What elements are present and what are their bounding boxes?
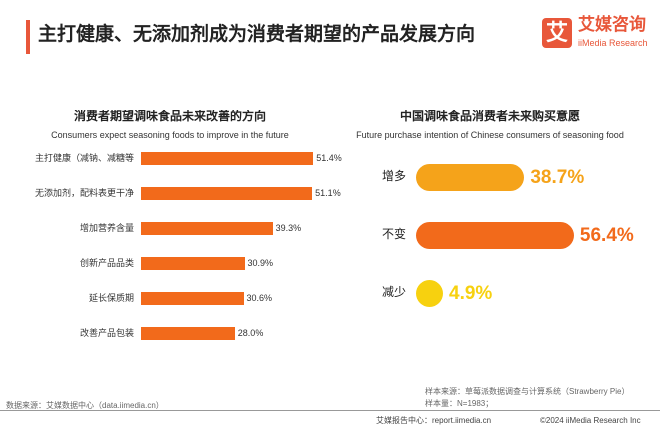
category-label: 无添加剂，配料表更干净 [34,188,134,198]
value-label: 51.1% [315,188,341,198]
value-label: 39.3% [275,223,302,233]
logo-mark: 艾 [542,18,572,48]
bar [141,222,273,235]
bar [416,280,443,307]
data-source: 数据来源：艾媒数据中心（data.iimedia.cn） [6,401,164,410]
category-label: 主打健康（减钠、减糖等 [34,153,134,163]
logo-text-cn: 艾媒咨询 [578,15,646,34]
category-label: 延长保质期 [88,293,134,303]
page-title: 主打健康、无添加剂成为消费者期望的产品发展方向 [38,24,476,45]
bar [141,292,244,305]
value-label: 30.6% [246,293,273,303]
sample-size: 样本量：N=1983； [425,399,494,408]
value-label: 30.9% [247,258,274,268]
value-label: 38.7% [530,167,585,188]
footer-divider [0,410,660,411]
logo-text-en: iiMedia Research [578,38,648,48]
bar [141,187,313,200]
category-label: 改善产品包装 [79,328,134,338]
category-label: 增多 [382,169,407,183]
value-label: 51.4% [316,153,342,163]
bar [416,164,525,191]
bar [141,257,245,270]
sample-source: 样本来源：草莓派数据调查与计算系统（Strawberry Pie） [425,387,630,396]
value-label: 4.9% [449,283,493,304]
report-center: 艾媒报告中心：report.iimedia.cn [376,416,492,425]
value-label: 28.0% [237,328,264,338]
right-chart-title: 中国调味食品消费者未来购买意愿 [399,110,580,123]
value-label: 56.4% [579,225,634,246]
left-chart-subtitle: Consumers expect seasoning foods to impr… [51,130,289,140]
copyright: ©2024 iiMedia Research Inc [540,416,641,425]
title-accent-bar [26,20,30,54]
category-label: 增加营养含量 [79,223,134,233]
bar [141,327,235,340]
bar [141,152,314,165]
bar [416,222,574,249]
category-label: 减少 [382,285,407,299]
right-chart-subtitle: Future purchase intention of Chinese con… [356,130,624,140]
category-label: 创新产品品类 [79,258,134,268]
left-chart-title: 消费者期望调味食品未来改善的方向 [73,110,266,123]
category-label: 不变 [382,227,407,241]
